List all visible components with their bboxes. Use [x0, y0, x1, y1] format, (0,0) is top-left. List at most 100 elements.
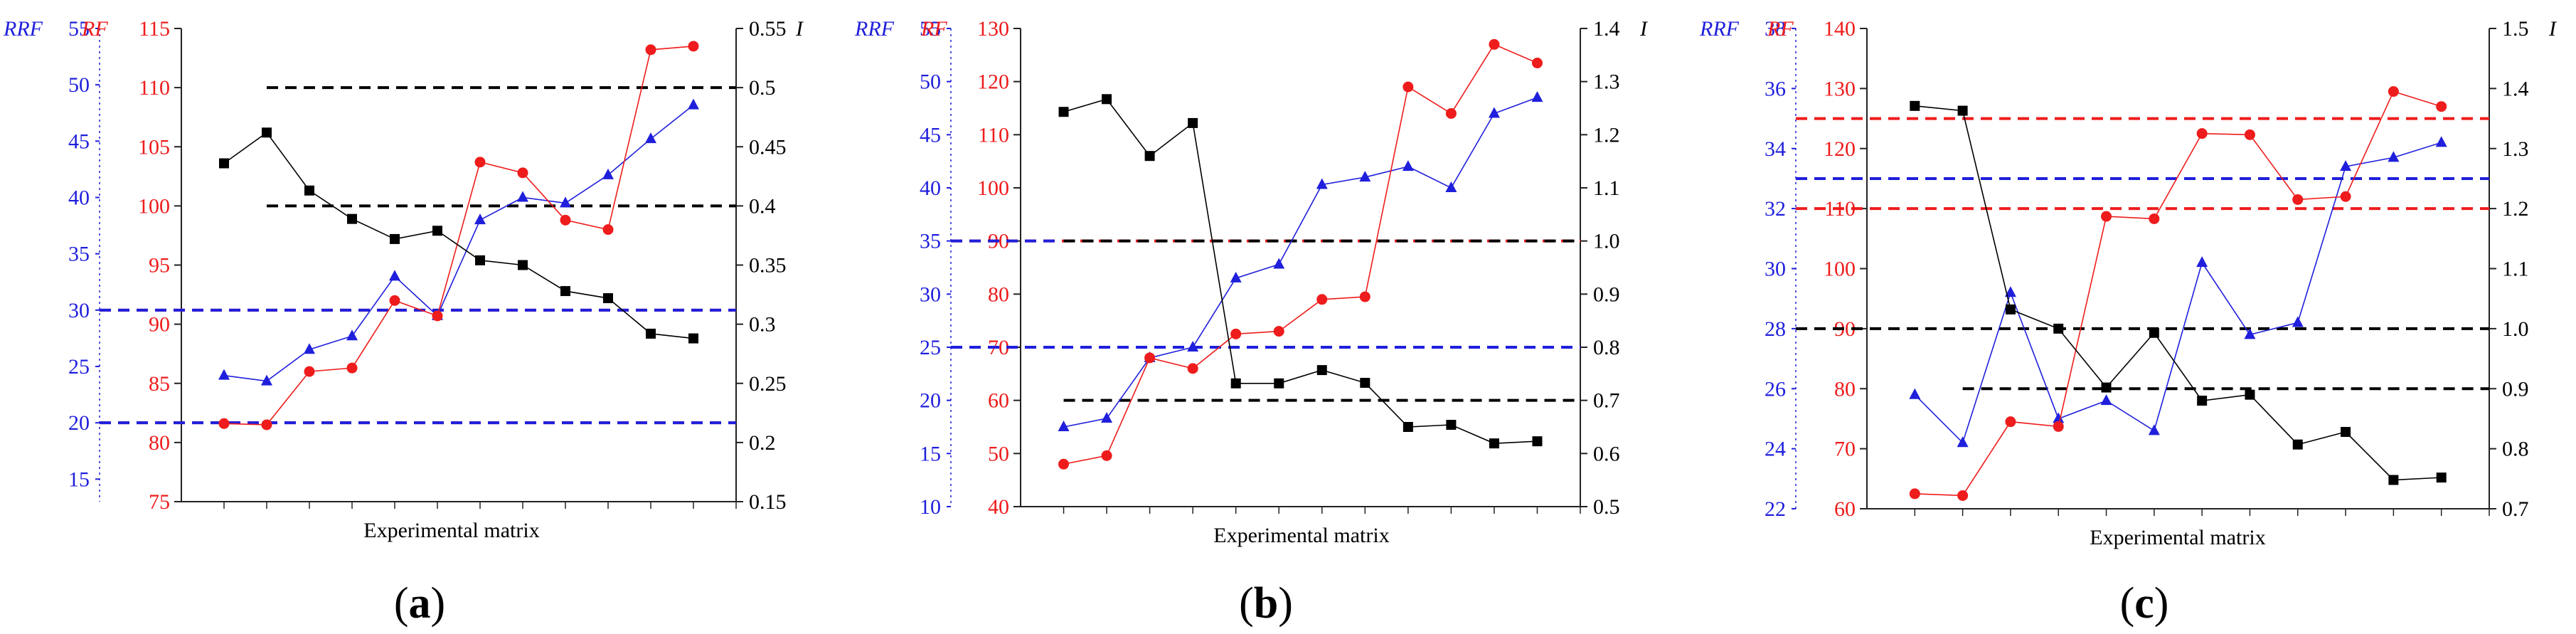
data-point-i — [432, 226, 442, 236]
data-point-rrf — [1058, 421, 1070, 431]
rrf-tick-label: 26 — [1765, 377, 1786, 401]
chart-panel-a: 75 80 85 90 95 100 105 110 115 15 20 25 30 35 40 45 50 55… — [3, 17, 804, 628]
data-point-i — [1910, 100, 1920, 111]
data-point-i — [1144, 151, 1155, 162]
data-point-rf — [1316, 294, 1328, 305]
data-point-rf — [261, 419, 272, 430]
data-point-rrf — [2244, 328, 2256, 339]
data-point-rrf — [688, 98, 699, 110]
data-point-i — [1230, 378, 1241, 389]
rrf-tick-label: 55 — [920, 17, 941, 41]
data-point-rrf — [2292, 316, 2304, 327]
chart-panel-c: 6070809010011012013014022242628303234363… — [1699, 17, 2558, 628]
rf-tick-label: 110 — [978, 123, 1009, 147]
data-point-rf — [2436, 101, 2447, 112]
data-point-i — [2341, 427, 2351, 437]
data-point-rf — [2101, 211, 2112, 222]
i-tick-label: 0.6 — [1593, 442, 1620, 465]
data-point-rrf — [2148, 424, 2160, 435]
rf-tick-label: 140 — [1824, 17, 1856, 41]
data-point-i — [219, 158, 229, 169]
data-point-rrf — [2340, 160, 2352, 171]
rrf-tick-label: 34 — [1765, 137, 1786, 161]
data-point-i — [1188, 117, 1198, 128]
data-point-i — [1102, 94, 1112, 105]
data-point-i — [2292, 439, 2303, 450]
data-point-rf — [304, 366, 315, 377]
data-point-rf — [2340, 191, 2351, 202]
i-tick-label: 0.8 — [2502, 438, 2529, 461]
rf-tick-label: 40 — [988, 495, 1009, 519]
data-point-rrf — [517, 191, 528, 202]
data-point-rrf — [602, 168, 614, 179]
i-tick-label: 1.0 — [2502, 317, 2529, 341]
rrf-tick-label: 15 — [68, 467, 90, 491]
rf-tick-label: 60 — [1834, 497, 1856, 521]
data-point-rf — [517, 167, 528, 179]
series-line-i — [223, 132, 694, 339]
data-point-rf — [1273, 326, 1284, 337]
i-tick-label: 0.25 — [749, 372, 787, 396]
data-point-rrf — [1230, 271, 1242, 282]
data-point-rrf — [1445, 181, 1457, 192]
x-axis-title: Experimental matrix — [2090, 526, 2265, 549]
data-point-rf — [389, 295, 400, 306]
data-point-rf — [602, 224, 614, 236]
data-point-rf — [1403, 81, 1414, 93]
data-point-i — [1058, 107, 1069, 117]
x-axis-title: Experimental matrix — [363, 519, 539, 542]
data-point-i — [1403, 422, 1413, 432]
data-point-i — [2388, 475, 2399, 485]
data-point-i — [2245, 389, 2255, 400]
data-point-rf — [432, 310, 443, 322]
i-tick-label: 1.1 — [2502, 258, 2529, 281]
rf-tick-label: 110 — [139, 76, 170, 100]
rrf-axis-title: RRF — [1699, 17, 1740, 41]
rf-tick-label: 100 — [977, 176, 1009, 200]
i-tick-label: 1.0 — [1593, 230, 1620, 253]
data-point-i — [475, 255, 485, 265]
data-point-i — [646, 328, 656, 339]
rrf-tick-label: 10 — [920, 495, 941, 519]
data-point-rf — [645, 44, 656, 56]
data-point-rrf — [1316, 178, 1328, 189]
data-point-i — [1957, 105, 1968, 116]
data-point-rrf — [1531, 91, 1543, 102]
rf-axis-title: RF — [920, 17, 947, 41]
data-point-i — [1316, 365, 1327, 376]
rf-axis-title: RF — [81, 17, 108, 41]
data-point-rrf — [1488, 107, 1500, 118]
data-point-rrf — [474, 213, 486, 225]
i-tick-label: 1.4 — [2502, 77, 2529, 100]
data-point-i — [2149, 327, 2159, 338]
data-point-i — [2101, 382, 2112, 393]
data-point-rrf — [304, 343, 315, 354]
rrf-tick-label: 40 — [920, 176, 941, 200]
rrf-axis-title: RRF — [3, 17, 43, 41]
rf-tick-label: 50 — [988, 442, 1009, 465]
rrf-tick-label: 22 — [1765, 497, 1786, 521]
data-point-rrf — [1101, 412, 1113, 423]
series-line-rf — [1063, 43, 1538, 465]
rrf-axis-title: RRF — [854, 17, 895, 41]
data-point-rrf — [1957, 436, 1969, 448]
i-tick-label: 0.8 — [1593, 336, 1620, 359]
rf-tick-label: 60 — [988, 389, 1009, 413]
data-point-rrf — [389, 270, 400, 281]
data-point-rrf — [2435, 136, 2447, 147]
rrf-tick-label: 38 — [1765, 17, 1786, 41]
rf-tick-label: 105 — [138, 135, 170, 159]
data-point-i — [1489, 438, 1499, 449]
i-tick-label: 1.1 — [1593, 176, 1620, 200]
i-tick-label: 0.5 — [749, 76, 776, 100]
rf-tick-label: 70 — [1834, 438, 1856, 461]
i-axis-title: I — [1639, 17, 1649, 41]
i-tick-label: 0.9 — [2502, 377, 2529, 401]
data-point-i — [1532, 436, 1543, 447]
rf-tick-label: 80 — [1834, 377, 1856, 401]
rrf-tick-label: 28 — [1765, 317, 1786, 341]
rf-tick-label: 120 — [1824, 137, 1856, 161]
rrf-tick-label: 50 — [920, 70, 941, 94]
i-tick-label: 0.9 — [1593, 282, 1620, 306]
